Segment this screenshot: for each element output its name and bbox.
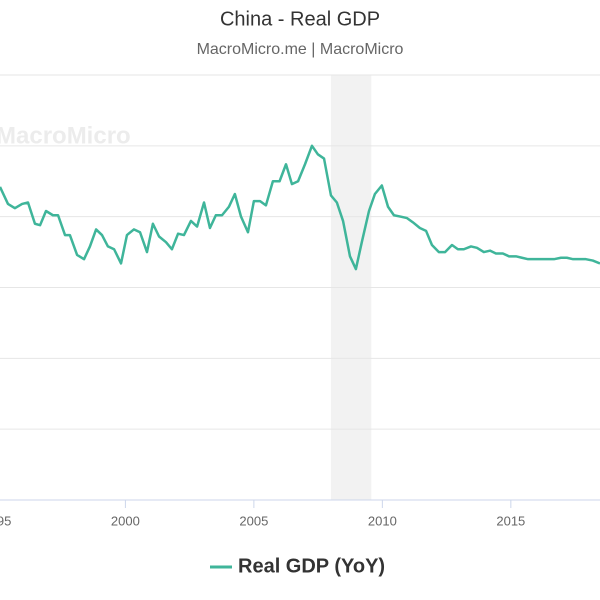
x-tick-label: 2010 — [368, 513, 397, 528]
x-tick-label: 1995 — [0, 513, 11, 528]
x-tick-label: 2000 — [111, 513, 140, 528]
chart-subtitle: MacroMicro.me | MacroMicro — [197, 41, 404, 58]
x-tick-label: 2015 — [496, 513, 525, 528]
data-line — [0, 144, 600, 271]
chart-title: China - Real GDP — [220, 8, 380, 30]
legend-label: Real GDP (YoY) — [238, 555, 385, 577]
x-tick-label: 2005 — [239, 513, 268, 528]
watermark: MacroMicro — [0, 122, 131, 149]
